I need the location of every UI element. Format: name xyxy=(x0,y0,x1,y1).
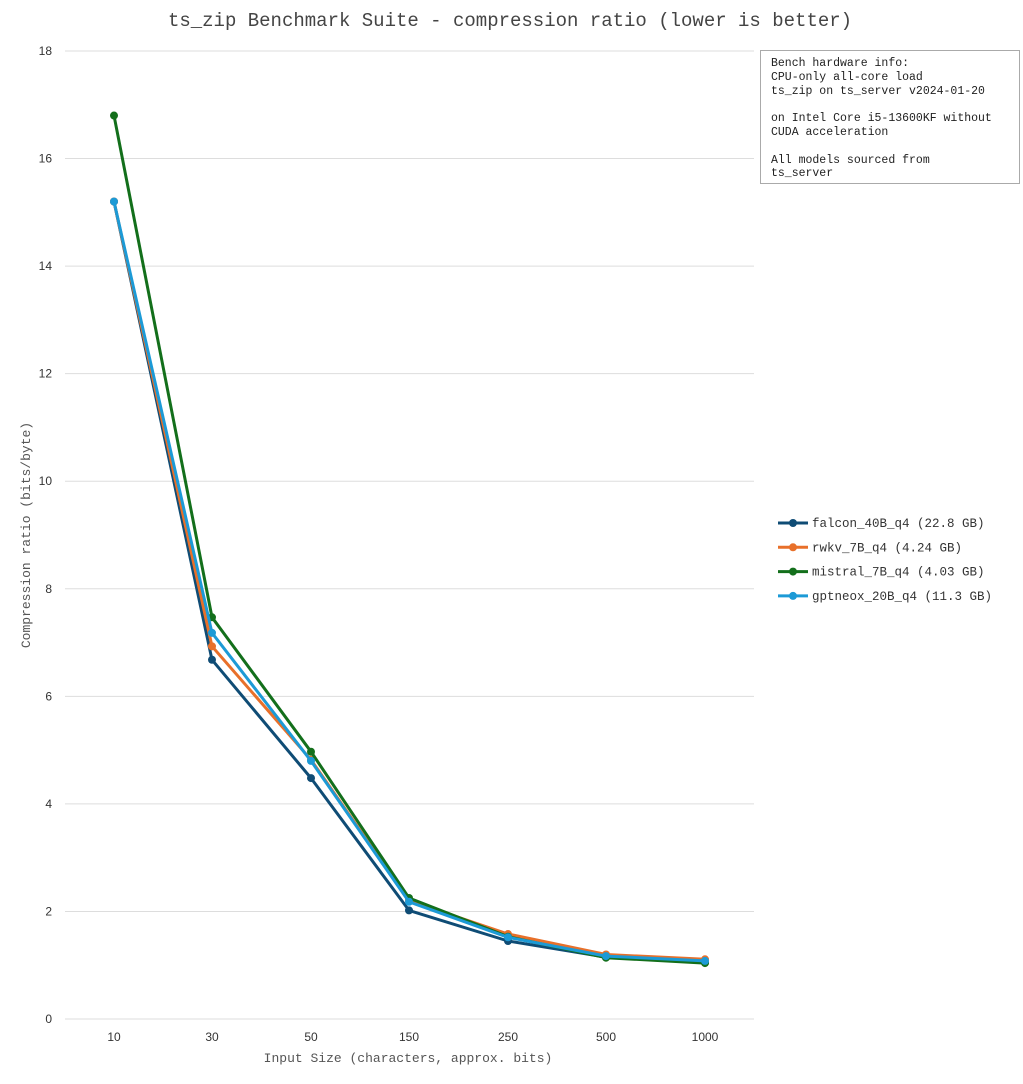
legend-label: falcon_40B_q4 (22.8 GB) xyxy=(812,517,985,531)
series-3 xyxy=(110,197,709,965)
legend-swatch-marker xyxy=(789,519,797,527)
x-tick-label: 500 xyxy=(596,1030,616,1044)
y-tick-label: 10 xyxy=(39,474,53,488)
series-line xyxy=(112,115,706,965)
legend-label: gptneox_20B_q4 (11.3 GB) xyxy=(812,590,992,604)
x-axis-label: Input Size (characters, approx. bits) xyxy=(264,1051,553,1066)
y-tick-label: 12 xyxy=(39,367,53,381)
x-tick-label: 250 xyxy=(498,1030,518,1044)
y-tick-label: 8 xyxy=(45,582,52,596)
data-point xyxy=(208,628,216,637)
y-tick-label: 16 xyxy=(39,152,53,166)
series-line xyxy=(112,201,706,961)
y-tick-label: 14 xyxy=(39,259,53,273)
y-axis-ticks: 0 2 4 6 8 10 12 14 16 18 xyxy=(39,44,53,1026)
y-tick-label: 0 xyxy=(45,1012,52,1026)
legend-swatch-marker xyxy=(789,591,797,600)
legend-label: rwkv_7B_q4 (4.24 GB) xyxy=(812,541,962,555)
legend-label: mistral_7B_q4 (4.03 GB) xyxy=(812,566,985,580)
legend-swatch-marker xyxy=(789,543,797,552)
data-point xyxy=(701,956,709,965)
legend-item: gptneox_20B_q4 (11.3 GB) xyxy=(778,590,992,604)
legend-item: rwkv_7B_q4 (4.24 GB) xyxy=(778,541,962,555)
hardware-info-box: Bench hardware info: CPU-only all-core l… xyxy=(760,50,1020,184)
y-tick-label: 2 xyxy=(45,904,52,918)
legend-item: mistral_7B_q4 (4.03 GB) xyxy=(778,566,985,580)
x-axis-ticks: 10 30 50 150 250 500 1000 xyxy=(107,1030,718,1044)
series-2 xyxy=(110,111,709,968)
x-tick-label: 150 xyxy=(399,1030,419,1044)
data-point xyxy=(208,642,216,651)
y-tick-label: 6 xyxy=(45,689,52,703)
chart-title: ts_zip Benchmark Suite - compression rat… xyxy=(168,10,852,32)
legend-swatch-marker xyxy=(789,567,797,576)
legend: falcon_40B_q4 (22.8 GB) rwkv_7B_q4 (4.24 … xyxy=(778,517,992,604)
y-axis-label: Compression ratio (bits/byte) xyxy=(19,422,34,648)
data-series xyxy=(110,111,709,968)
data-point xyxy=(504,933,512,942)
data-point xyxy=(307,747,315,756)
data-point xyxy=(602,952,610,961)
data-point xyxy=(110,197,118,206)
data-point xyxy=(208,655,216,664)
x-tick-label: 10 xyxy=(107,1030,121,1044)
x-tick-label: 30 xyxy=(205,1030,219,1044)
y-tick-label: 4 xyxy=(45,797,52,811)
x-tick-label: 1000 xyxy=(692,1030,719,1044)
data-point xyxy=(405,906,413,915)
x-tick-label: 50 xyxy=(304,1030,318,1044)
data-point xyxy=(405,897,413,906)
legend-item: falcon_40B_q4 (22.8 GB) xyxy=(778,517,985,531)
series-line xyxy=(112,201,706,963)
data-point xyxy=(307,756,315,765)
data-point xyxy=(110,111,118,120)
series-line xyxy=(112,201,706,964)
y-tick-label: 18 xyxy=(39,44,53,58)
gridlines xyxy=(65,50,754,1020)
data-point xyxy=(307,774,315,783)
